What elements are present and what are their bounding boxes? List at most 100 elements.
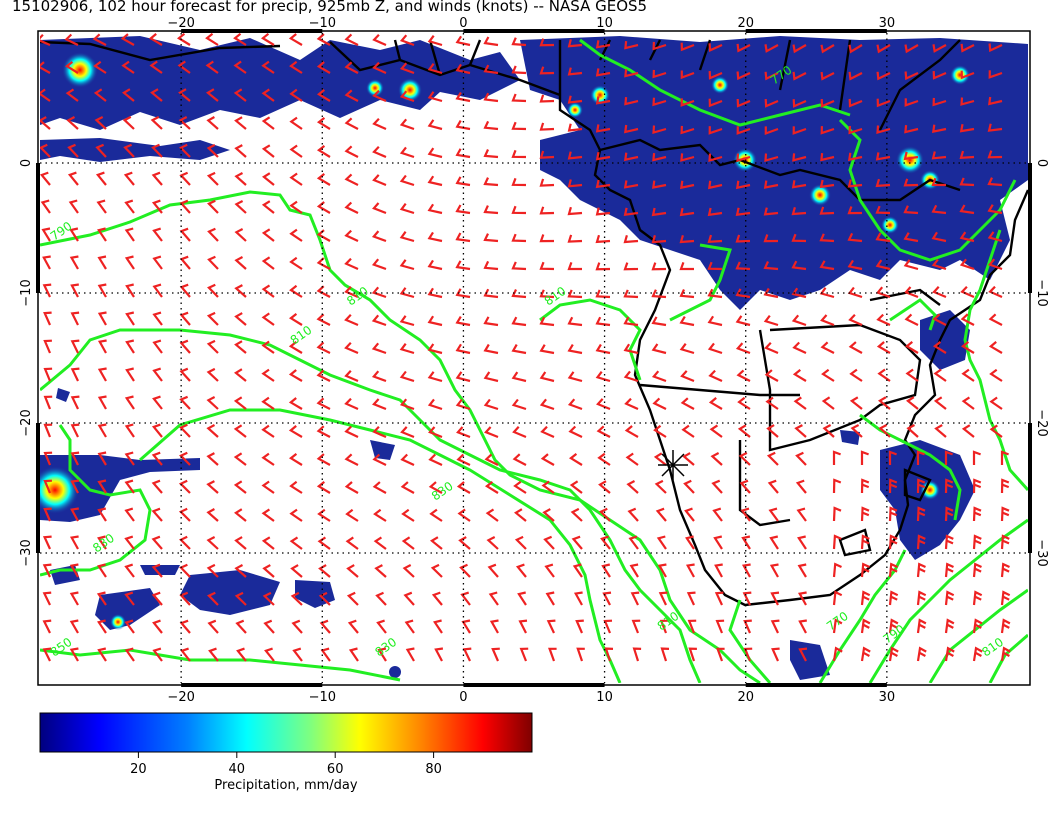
wind-barb-226 [483, 205, 499, 215]
wind-barb-658 [832, 534, 842, 550]
wind-barb-791 [632, 647, 642, 662]
wind-barb-550 [738, 451, 751, 466]
wind-barb-302 [651, 262, 667, 271]
wind-barb-308 [819, 260, 835, 271]
wind-barb-514 [709, 424, 723, 438]
wind-barb-16 [483, 36, 499, 47]
wind-barb-764 [860, 618, 871, 634]
wind-barb-232 [651, 207, 667, 217]
wind-barb-187 [372, 174, 387, 187]
wind-barb-713 [403, 591, 415, 606]
lon-tick-label-top-0: −20 [167, 16, 194, 31]
wind-barb-793 [688, 647, 697, 662]
wind-barb-287 [234, 256, 247, 270]
wind-barb-479 [708, 397, 723, 410]
wind-barb-195 [595, 179, 611, 189]
wind-barb-52 [511, 65, 527, 75]
wind-barb-90 [595, 96, 611, 105]
wind-barb-771 [69, 647, 79, 662]
wind-barb-120 [455, 120, 471, 131]
wind-barb-728 [832, 590, 843, 606]
wind-barb-752 [518, 619, 528, 634]
wind-barb-487 [933, 396, 947, 410]
wind-barb-528 [124, 451, 135, 466]
wind-barb-563 [124, 479, 135, 494]
wind-barb-781 [348, 647, 359, 662]
wind-barb-534 [288, 453, 303, 466]
wind-barb-388 [125, 339, 135, 354]
wind-barb-707 [234, 591, 247, 606]
wind-barb-311 [903, 259, 919, 271]
wind-barb-10 [316, 33, 331, 46]
wind-barb-251 [207, 227, 219, 242]
wind-barb-729 [860, 590, 871, 606]
wind-barb-99 [848, 98, 863, 108]
wind-barb-614 [570, 507, 583, 522]
wind-barb-56 [624, 69, 639, 78]
wind-barb-456 [70, 395, 80, 410]
wind-barb-185 [316, 173, 331, 186]
wind-barb-17 [511, 37, 527, 47]
wind-barb-774 [152, 647, 163, 662]
wind-barb-593 [972, 478, 982, 494]
wind-barb-334 [567, 289, 583, 299]
lon-tick-label-bottom-4: 20 [737, 690, 754, 705]
wind-barb-609 [429, 508, 443, 522]
wind-barb-516 [766, 424, 779, 438]
wind-barb-374 [707, 315, 723, 327]
wind-barb-650 [600, 535, 611, 550]
wind-barb-800 [888, 646, 899, 662]
wind-barb-634 [151, 535, 163, 550]
wind-barb-748 [404, 619, 415, 634]
wind-barb-81 [344, 89, 359, 102]
wind-barb-732 [944, 590, 955, 606]
wind-barb-9 [288, 33, 303, 46]
wind-barb-798 [832, 646, 843, 662]
wind-barb-216 [207, 199, 219, 214]
wind-barb-341 [763, 287, 779, 299]
wind-barb-103 [960, 97, 975, 106]
wind-barb-662 [944, 534, 954, 550]
wind-barb-328 [399, 287, 415, 299]
wind-barb-89 [567, 95, 583, 104]
wind-barb-179 [151, 171, 163, 186]
wind-barb-122 [511, 121, 527, 131]
wind-barb-129 [708, 126, 723, 135]
wind-barb-43 [261, 60, 275, 74]
wind-barb-649 [571, 535, 583, 550]
wind-barb-553 [832, 450, 841, 465]
wind-barb-557 [944, 450, 953, 465]
wind-barb-299 [567, 262, 582, 271]
wind-barb-522 [934, 424, 947, 438]
wind-barb-39 [149, 60, 163, 74]
wind-barb-772 [97, 647, 107, 662]
wind-barb-47 [372, 61, 387, 75]
wind-barb-307 [791, 260, 807, 271]
wind-barb-315 [42, 283, 52, 298]
wind-barb-180 [179, 171, 191, 186]
wind-barb-583 [683, 479, 695, 494]
wind-barb-137 [931, 124, 947, 133]
axis-labels: −20 −20 −10 −10 0 0 10 10 20 20 30 30 0 0 −10 −10 −20 −20… [19, 16, 1049, 705]
wind-barb-689 [714, 563, 723, 578]
wind-barb-331 [483, 288, 499, 299]
wind-barb-592 [944, 478, 954, 494]
wind-barb-724 [714, 591, 724, 606]
wind-barb-687 [657, 563, 667, 578]
wind-barb-197 [651, 180, 667, 189]
wind-barb-124 [567, 123, 583, 132]
wind-barb-490 [43, 423, 53, 438]
wind-barb-549 [710, 452, 723, 466]
wind-barb-6 [205, 33, 219, 46]
wind-barb-301 [623, 262, 639, 271]
wind-barb-435 [455, 371, 471, 383]
wind-barb-77 [233, 88, 247, 102]
wind-barb-44 [289, 60, 303, 74]
wind-barb-223 [399, 202, 415, 215]
wind-barb-512 [653, 424, 667, 438]
wind-barb-408 [679, 343, 695, 355]
wind-barb-293 [399, 259, 415, 271]
wind-barb-536 [344, 453, 359, 466]
wind-barb-215 [179, 199, 191, 214]
wind-barb-262 [511, 233, 527, 243]
